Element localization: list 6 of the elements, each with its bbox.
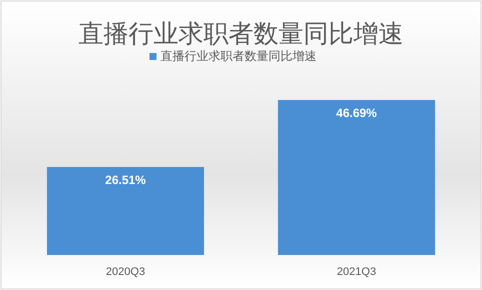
x-tick-label: 2020Q3 — [106, 266, 146, 278]
chart-title: 直播行业求职者数量同比增速 — [78, 20, 404, 48]
x-tick-label: 2021Q3 — [336, 266, 376, 278]
legend-label: 直播行业求职者数量同比增速 — [160, 49, 316, 63]
data-label: 46.69% — [336, 106, 378, 120]
data-label: 26.51% — [105, 172, 146, 187]
